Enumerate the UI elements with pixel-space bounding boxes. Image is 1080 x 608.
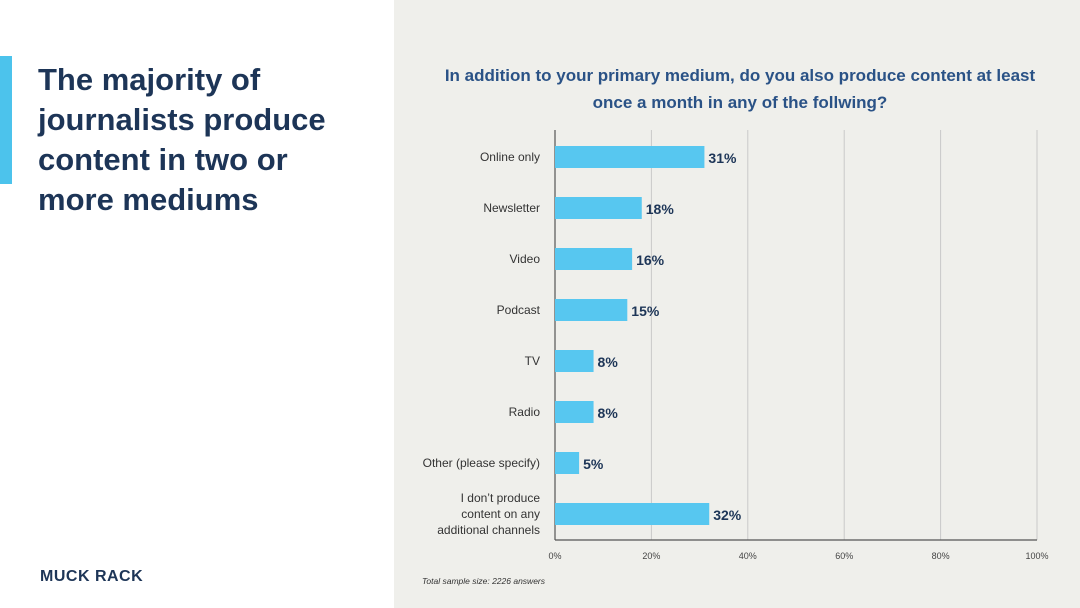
bar-value-label: 18% (646, 201, 675, 217)
category-label-line: content on any (461, 507, 540, 521)
x-tick-label: 60% (835, 551, 853, 561)
bar-chart: 31% Online only 18% Newsletter 16% Video 15% Po… (423, 130, 1049, 561)
left-panel: The majority of journalists produce cont… (0, 0, 394, 608)
chart-title: In addition to your primary medium, do y… (444, 66, 1036, 112)
brand-logo: MUCK RACK (40, 568, 144, 585)
category-label-line: Newsletter (483, 201, 540, 215)
accent-bar (0, 56, 12, 184)
bar (555, 350, 594, 372)
category-label: Newsletter (483, 201, 540, 215)
bar-value-label: 32% (713, 507, 742, 523)
bar-value-label: 15% (631, 303, 660, 319)
x-tick-label: 0% (548, 551, 561, 561)
bar (555, 299, 628, 321)
headline: The majority of journalists produce cont… (38, 62, 326, 217)
bar (555, 401, 594, 423)
chart-panel (394, 0, 1080, 608)
bar-value-label: 31% (708, 150, 737, 166)
x-tick-label: 40% (739, 551, 757, 561)
x-tick-label: 100% (1025, 551, 1048, 561)
category-label-line: Radio (509, 405, 541, 419)
category-label: Other (please specify) (423, 456, 540, 470)
category-label-line: Podcast (497, 303, 541, 317)
x-tick-label: 20% (642, 551, 660, 561)
category-label: Online only (480, 150, 540, 164)
category-label: Radio (509, 405, 541, 419)
category-label: TV (525, 354, 540, 368)
footnote: Total sample size: 2226 answers (422, 576, 546, 586)
bar-value-label: 5% (583, 456, 604, 472)
category-label-line: Video (510, 252, 541, 266)
bar (555, 146, 705, 168)
bar (555, 197, 642, 219)
category-label: Podcast (497, 303, 541, 317)
category-label-line: additional channels (437, 523, 540, 537)
category-label-line: Other (please specify) (423, 456, 540, 470)
bar-value-label: 8% (598, 354, 619, 370)
category-label: I don’t produce content on any additional … (437, 491, 540, 537)
bar (555, 248, 633, 270)
category-label: Video (510, 252, 541, 266)
category-label-line: Online only (480, 150, 540, 164)
category-label-line: I don’t produce (461, 491, 541, 505)
category-label-line: TV (525, 354, 540, 368)
bar-value-label: 8% (598, 405, 619, 421)
bar-value-label: 16% (636, 252, 665, 268)
bar (555, 452, 580, 474)
bar (555, 503, 710, 525)
x-tick-label: 80% (932, 551, 950, 561)
